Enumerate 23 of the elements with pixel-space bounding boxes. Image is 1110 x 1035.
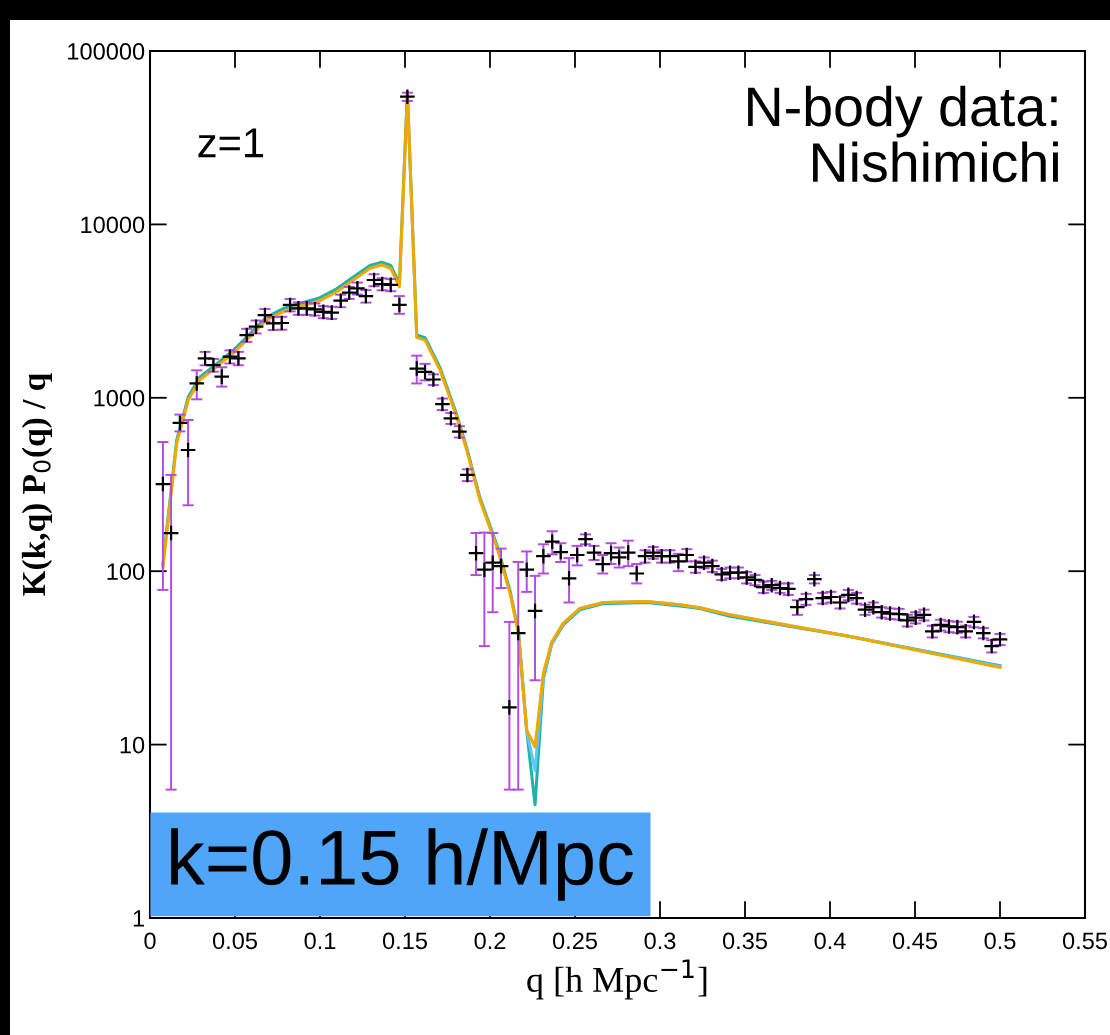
x-tick-label: 0.55 bbox=[1062, 932, 1107, 950]
x-tick-label: 0.5 bbox=[984, 932, 1016, 950]
x-tick-label: 0.4 bbox=[814, 932, 846, 950]
annotation: k=0.15 h/Mpc bbox=[171, 828, 633, 901]
x-tick-label: 0.2 bbox=[474, 932, 506, 950]
y-tick-label: 10000 bbox=[81, 216, 145, 234]
y-tick-label: 10 bbox=[120, 736, 145, 754]
x-tick-label: 0.1 bbox=[304, 932, 336, 950]
annotation: N-body data: Nishimichi bbox=[748, 85, 1058, 183]
x-tick-label: 0.05 bbox=[212, 932, 257, 950]
x-tick-label: 0.25 bbox=[552, 932, 597, 950]
x-tick-label: 0.15 bbox=[382, 932, 427, 950]
x-tick-label: 0.45 bbox=[892, 932, 937, 950]
x-tick-label: 0.3 bbox=[644, 932, 676, 950]
y-axis-title: K(k,q) P$_{0}$(q) / q bbox=[21, 373, 53, 596]
y-tick-label: 1000 bbox=[94, 389, 145, 407]
annotation: z=1 bbox=[198, 128, 264, 158]
y-tick-label: 100000 bbox=[68, 43, 145, 60]
y-tick-label: 1 bbox=[133, 910, 144, 927]
y-tick-label: 100 bbox=[107, 563, 145, 580]
x-axis-title: q [h Mpc$^{−1}$] bbox=[527, 959, 707, 1000]
x-tick-label: 0 bbox=[144, 932, 156, 950]
x-tick-label: 0.35 bbox=[722, 932, 767, 950]
